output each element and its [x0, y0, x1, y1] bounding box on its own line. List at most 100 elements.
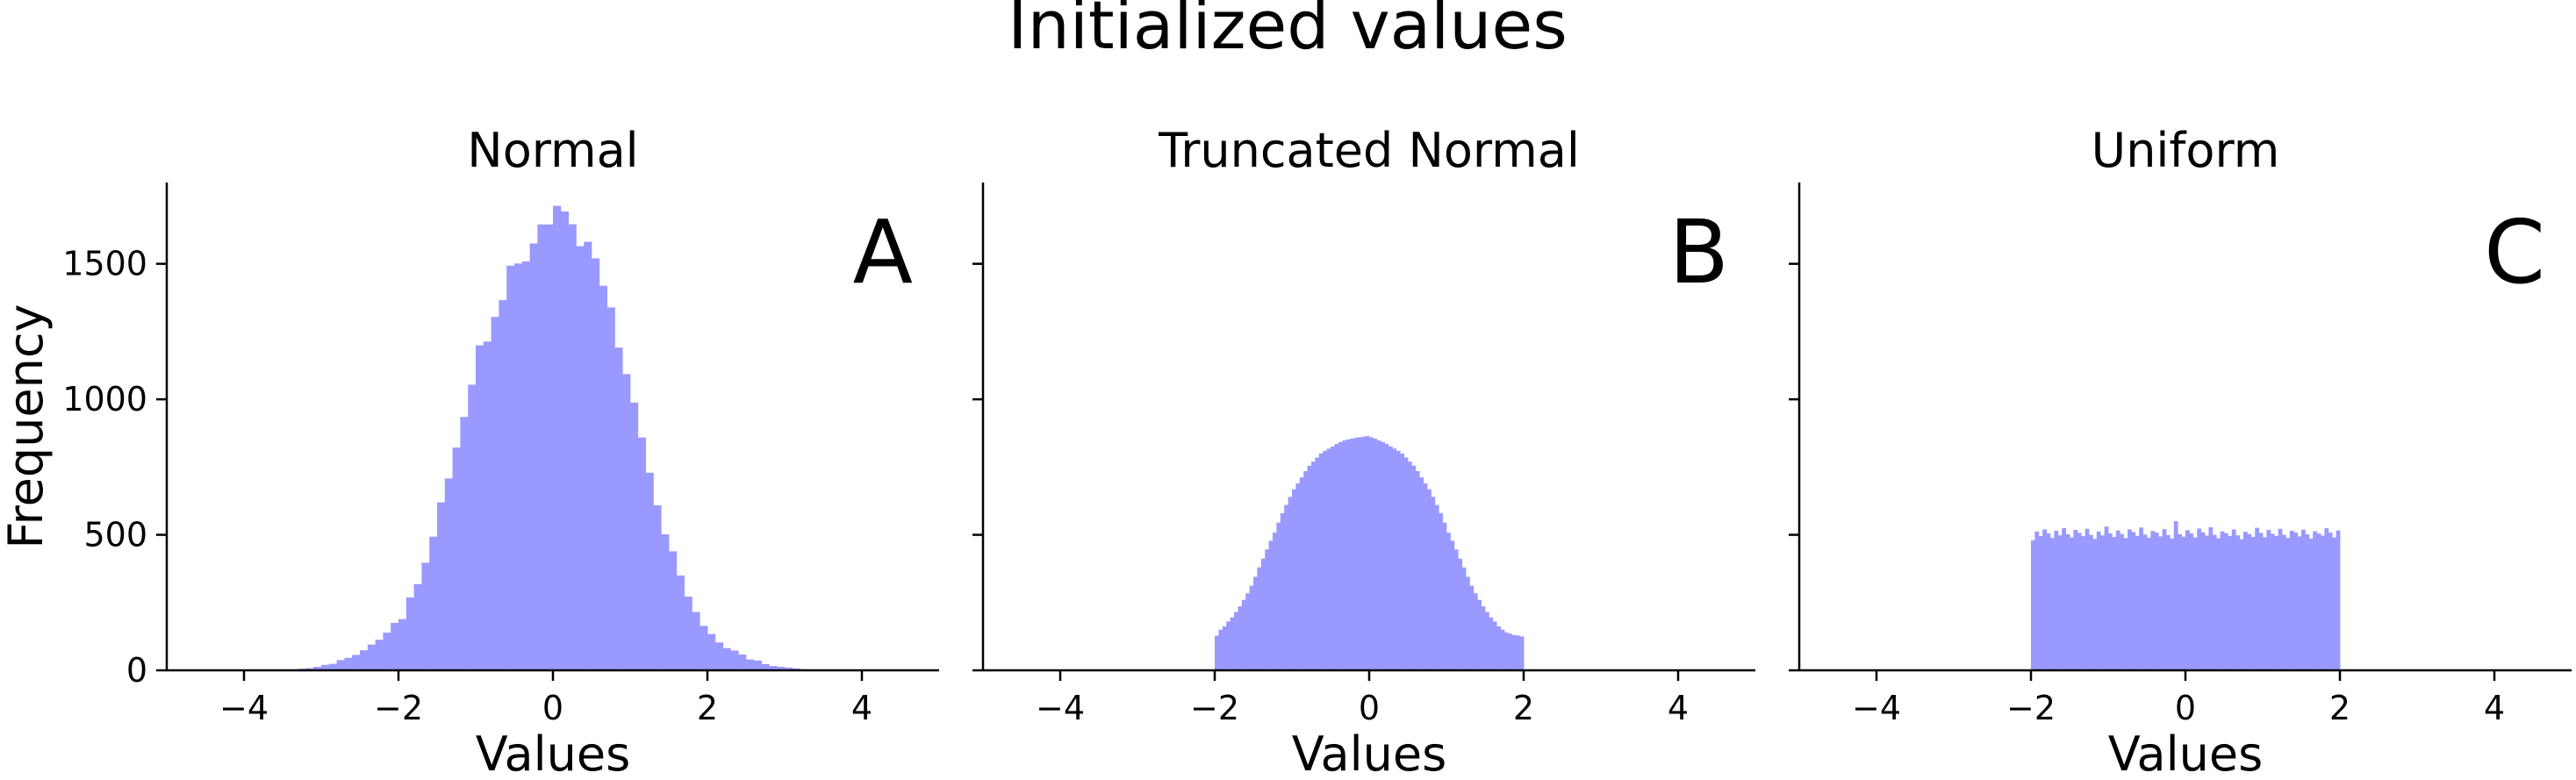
histogram-bar [1434, 504, 1439, 670]
chart-panel-2: −4 −2 0 2 4 Truncated Normal B Values [972, 123, 1755, 780]
histogram-bar [2092, 539, 2098, 670]
histogram-bar [714, 642, 723, 670]
x-tick-label: 4 [2484, 689, 2505, 727]
histogram-bar [2123, 538, 2128, 670]
x-tick-label: 2 [2329, 689, 2350, 727]
histogram-bar [2247, 533, 2252, 670]
histogram-bar [491, 317, 499, 670]
y-tick-label: 0 [126, 651, 147, 690]
histogram-bar [676, 575, 685, 670]
histogram-bar [777, 666, 786, 670]
histogram-bar [1245, 593, 1250, 670]
histogram-bar [1326, 448, 1331, 670]
panel-title: Truncated Normal [1158, 123, 1580, 178]
histogram-bar [2128, 529, 2132, 670]
histogram-bar [761, 663, 770, 670]
y-tick-label: 500 [83, 516, 147, 555]
histogram-bar [1295, 483, 1301, 670]
histogram-bar [1345, 439, 1351, 670]
histogram-bar [2212, 534, 2217, 670]
histogram-bar [1284, 504, 1288, 670]
histogram-bar [1365, 436, 1370, 670]
histogram-bar [1311, 462, 1316, 670]
histogram-bar [367, 644, 376, 670]
histogram-bar [1469, 585, 1475, 670]
histogram-bar [2147, 537, 2151, 670]
x-tick-label: −4 [1852, 689, 1901, 727]
histogram-bar [2336, 530, 2341, 670]
histogram-bar [2316, 533, 2321, 670]
histogram-bar [2173, 521, 2178, 670]
histogram-bar [2200, 532, 2206, 670]
histogram-bar [637, 437, 646, 670]
histogram-bar [1273, 533, 1277, 670]
histogram-bar [568, 224, 577, 670]
histogram-bar [2108, 533, 2113, 670]
panel-title: Uniform [2092, 123, 2280, 178]
histogram-bar [1461, 567, 1467, 670]
histogram-bar [2220, 531, 2225, 670]
histogram-bar [2328, 533, 2333, 670]
histogram-bar [1489, 617, 1494, 670]
histogram-bar [1458, 558, 1462, 670]
histogram-bar [553, 205, 562, 670]
histogram-bar [1504, 632, 1509, 670]
histogram-bar [1373, 438, 1378, 670]
histogram-bar [1423, 483, 1428, 670]
histogram-bar [405, 597, 414, 670]
y-tick-label: 1500 [62, 245, 147, 283]
histogram-bar [2062, 527, 2066, 670]
histogram-bar [2131, 532, 2136, 670]
histogram-bar [1238, 606, 1243, 670]
histogram-bar [328, 663, 337, 670]
histogram-bar [1288, 497, 1293, 670]
histogram-bar [592, 258, 600, 670]
histogram-bar [2266, 530, 2271, 670]
histogram-bar [1442, 522, 1447, 670]
histogram-bar [2263, 537, 2267, 670]
histogram-bar [2250, 537, 2256, 670]
histogram-bar [2189, 533, 2194, 670]
histogram-bar [1411, 465, 1417, 670]
histogram-bar [1307, 465, 1312, 670]
histogram-bar [2150, 531, 2156, 670]
x-tick-label: −2 [374, 689, 423, 727]
histogram-bar [383, 633, 391, 670]
histogram-bar [360, 650, 369, 670]
histogram-bar [1511, 634, 1517, 670]
x-tick-label: 4 [1668, 689, 1689, 727]
histogram-bar [2054, 530, 2059, 670]
histogram-bar [1234, 612, 1238, 670]
x-tick-label: 2 [697, 689, 718, 727]
histogram-bar [2042, 529, 2047, 670]
histogram-bar [1516, 635, 1520, 670]
histogram-bar [499, 300, 507, 670]
histogram-bar [1361, 436, 1366, 670]
histogram-bar [2255, 527, 2259, 670]
histogram-bar [2089, 534, 2093, 670]
histogram-bar [483, 341, 492, 670]
histogram-bar [1292, 489, 1296, 670]
histogram-bar [576, 246, 585, 670]
histogram-bar [2166, 534, 2171, 670]
histogram-bar [1353, 437, 1359, 670]
histogram-bar [1268, 540, 1274, 670]
histogram-bar [2224, 533, 2228, 670]
histogram-bar [521, 261, 530, 670]
histogram-bar [1334, 444, 1339, 670]
histogram-bar [1415, 470, 1420, 670]
histogram-bar [1453, 549, 1459, 670]
histogram-bar [468, 384, 477, 670]
histogram-bar [514, 263, 523, 670]
y-tick-label: 1000 [62, 380, 147, 419]
histogram-bar [429, 536, 438, 670]
histogram-bar [614, 347, 623, 670]
histogram-bar [769, 666, 778, 670]
histogram-bar [645, 472, 654, 670]
panel-letter: B [1668, 201, 1729, 304]
histogram-bar [352, 655, 361, 670]
x-tick-label: 0 [1359, 689, 1380, 727]
histogram-bar [1388, 446, 1393, 670]
histogram-bar [1396, 450, 1401, 670]
histogram-bar [1218, 629, 1223, 670]
